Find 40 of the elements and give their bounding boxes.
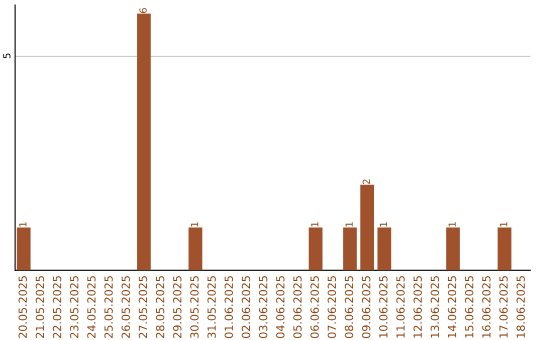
- x-tick-label: 14.06.2025: [448, 276, 456, 338]
- x-tick-label: 10.06.2025: [379, 276, 388, 338]
- x-tick-label: 27.05.2025: [138, 276, 148, 338]
- x-tick-label: 21.05.2025: [36, 276, 44, 338]
- x-tick-label: 01.06.2025: [224, 276, 233, 338]
- data-label: 1: [500, 222, 508, 226]
- x-tick-label: 30.05.2025: [190, 276, 199, 338]
- x-tick-label: 17.06.2025: [499, 276, 508, 338]
- x-tick-label: 20.05.2025: [18, 276, 27, 338]
- x-tick-label: 24.05.2025: [87, 276, 96, 338]
- y-tick-label: 5: [3, 54, 10, 58]
- x-tick-label: 25.05.2025: [104, 276, 113, 338]
- x-tick-label: 28.05.2025: [156, 276, 164, 338]
- x-tick-label: 05.06.2025: [293, 276, 302, 338]
- data-label: 1: [19, 222, 26, 226]
- x-tick-label: 15.06.2025: [464, 276, 474, 338]
- x-tick-label: 03.06.2025: [258, 276, 268, 338]
- x-tick-label: 26.05.2025: [122, 276, 130, 338]
- x-tick-label: 29.05.2025: [173, 276, 182, 338]
- x-tick-label: 16.06.2025: [482, 276, 491, 338]
- data-label: 2: [362, 180, 370, 184]
- x-tick-label: 12.06.2025: [413, 276, 422, 338]
- data-label: 6: [139, 8, 147, 13]
- x-tick-label: 02.06.2025: [242, 276, 250, 338]
- data-label: 1: [346, 222, 353, 226]
- x-tick-label: 22.05.2025: [52, 276, 62, 338]
- x-tick-label: 23.05.2025: [70, 276, 78, 338]
- x-tick-label: 11.06.2025: [396, 276, 405, 338]
- x-tick-label: 04.06.2025: [276, 276, 285, 338]
- x-tick-label: 31.05.2025: [207, 276, 216, 338]
- x-tick-label: 18.06.2025: [516, 276, 525, 338]
- x-tick-label: 09.06.2025: [362, 276, 370, 338]
- data-label: 1: [191, 222, 198, 226]
- data-label: 1: [448, 222, 456, 226]
- data-label: 1: [311, 222, 318, 226]
- x-tick-label: 07.06.2025: [328, 276, 336, 338]
- x-tick-label: 08.06.2025: [344, 276, 354, 338]
- x-tick-label: 06.06.2025: [310, 276, 319, 338]
- data-label: 1: [380, 222, 387, 226]
- x-tick-label: 13.06.2025: [430, 276, 440, 338]
